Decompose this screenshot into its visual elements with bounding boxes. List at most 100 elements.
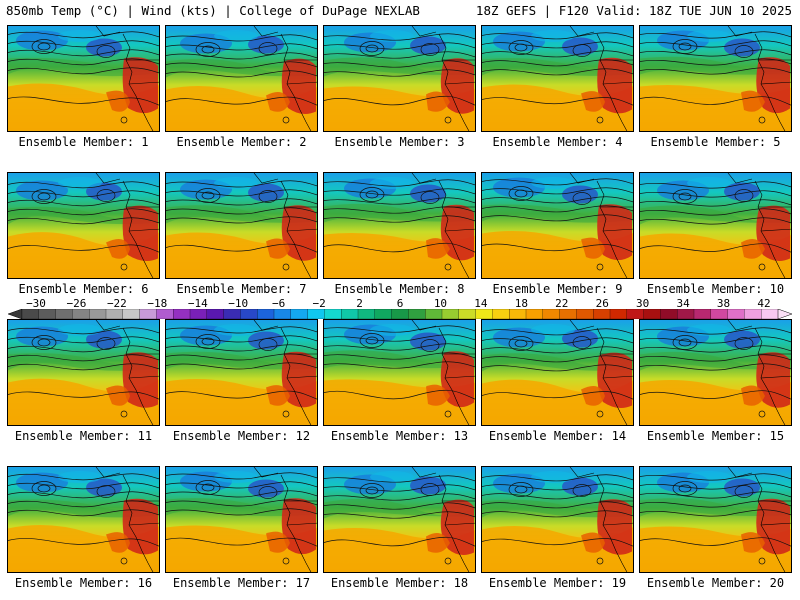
ensemble-member-label: Ensemble Member: 19 (488, 576, 627, 590)
colorbar-tick-label: −14 (187, 297, 208, 310)
ensemble-member-label: Ensemble Member: 14 (488, 429, 627, 443)
ensemble-map-panel (165, 172, 318, 279)
colorbar-swatch (257, 309, 275, 319)
ensemble-map-panel (7, 466, 160, 573)
temperature-colorbar (8, 309, 792, 319)
colorbar-swatch (223, 309, 241, 319)
temperature-map (640, 467, 791, 572)
colorbar-swatch (55, 309, 73, 319)
ensemble-member-label: Ensemble Member: 17 (172, 576, 311, 590)
temperature-map (482, 173, 633, 278)
temperature-map (482, 26, 633, 131)
colorbar-tick-label: 42 (757, 297, 771, 310)
colorbar-swatch (21, 309, 40, 319)
colorbar-swatch (492, 309, 510, 319)
colorbar-tick-label: 34 (676, 297, 690, 310)
ensemble-map-panel (165, 466, 318, 573)
colorbar-swatch (660, 309, 678, 319)
colorbar-swatch (542, 309, 561, 319)
colorbar-tick-label: −2 (312, 297, 326, 310)
colorbar-swatch (324, 309, 342, 319)
colorbar-swatch (458, 309, 477, 319)
ensemble-member-label: Ensemble Member: 20 (646, 576, 785, 590)
colorbar-swatch (626, 309, 645, 319)
ensemble-member-label: Ensemble Member: 3 (334, 135, 465, 149)
colorbar-tick-label: 6 (396, 297, 404, 310)
temperature-map (166, 467, 317, 572)
colorbar-swatch (341, 309, 359, 319)
colorbar-swatch (189, 309, 208, 319)
colorbar-swatch (425, 309, 443, 319)
ensemble-map-panel (639, 25, 792, 132)
temperature-map (640, 26, 791, 131)
colorbar-tick-label: −26 (66, 297, 87, 310)
colorbar-swatch (290, 309, 309, 319)
colorbar-swatch (139, 309, 157, 319)
ensemble-map-panel (7, 319, 160, 426)
colorbar-swatch (509, 309, 527, 319)
colorbar-swatch (559, 309, 577, 319)
colorbar-tick-label: 14 (474, 297, 488, 310)
ensemble-member-label: Ensemble Member: 1 (18, 135, 149, 149)
ensemble-map-panel (639, 466, 792, 573)
colorbar-tick-label: −22 (106, 297, 127, 310)
temperature-map (324, 467, 475, 572)
temperature-map (640, 173, 791, 278)
colorbar-swatch (105, 309, 124, 319)
temperature-map (166, 320, 317, 425)
ensemble-map-panel (481, 172, 634, 279)
ensemble-map-panel (481, 319, 634, 426)
colorbar-swatch (744, 309, 762, 319)
colorbar-tick-label: −10 (228, 297, 249, 310)
colorbar-swatch (156, 309, 174, 319)
temperature-map (8, 173, 159, 278)
header-title-left: 850mb Temp (°C) | Wind (kts) | College o… (6, 3, 420, 18)
ensemble-member-label: Ensemble Member: 11 (14, 429, 153, 443)
colorbar-tick-label: 22 (555, 297, 569, 310)
temperature-map (324, 320, 475, 425)
ensemble-map-panel (481, 25, 634, 132)
colorbar-swatch (441, 309, 460, 319)
colorbar-tick-label: −18 (147, 297, 168, 310)
ensemble-member-label: Ensemble Member: 7 (176, 282, 307, 296)
ensemble-member-label: Ensemble Member: 4 (492, 135, 623, 149)
colorbar-swatch (357, 309, 376, 319)
ensemble-member-label: Ensemble Member: 10 (646, 282, 785, 296)
ensemble-member-label: Ensemble Member: 15 (646, 429, 785, 443)
colorbar-swatch (761, 309, 779, 319)
colorbar-swatch (273, 309, 292, 319)
colorbar-swatch (72, 309, 90, 319)
ensemble-map-panel (323, 25, 476, 132)
ensemble-map-panel (323, 172, 476, 279)
ensemble-map-panel (323, 319, 476, 426)
temperature-map (324, 26, 475, 131)
temperature-map (166, 26, 317, 131)
colorbar-swatch (593, 309, 611, 319)
ensemble-member-label: Ensemble Member: 6 (18, 282, 149, 296)
temperature-map (8, 320, 159, 425)
colorbar-swatch (710, 309, 729, 319)
colorbar-tick-label: 10 (433, 297, 448, 310)
temperature-map (482, 320, 633, 425)
temperature-map (8, 467, 159, 572)
colorbar-swatch (609, 309, 628, 319)
colorbar-swatch (727, 309, 745, 319)
colorbar-swatch (525, 309, 544, 319)
colorbar-swatch (374, 309, 393, 319)
temperature-map (482, 467, 633, 572)
colorbar-swatch (475, 309, 493, 319)
ensemble-member-label: Ensemble Member: 2 (176, 135, 307, 149)
colorbar-tick-label: 30 (636, 297, 650, 310)
colorbar-swatch (240, 309, 258, 319)
header-title-right: 18Z GEFS | F120 Valid: 18Z TUE JUN 10 20… (475, 3, 792, 18)
colorbar-swatch (391, 309, 409, 319)
ensemble-member-label: Ensemble Member: 13 (330, 429, 469, 443)
ensemble-map-panel (323, 466, 476, 573)
temperature-map (640, 320, 791, 425)
colorbar-tick-label: 18 (514, 297, 528, 310)
ensemble-member-label: Ensemble Member: 18 (330, 576, 469, 590)
colorbar-swatch (307, 309, 325, 319)
temperature-map (166, 173, 317, 278)
colorbar-tick-label: −6 (272, 297, 286, 310)
ensemble-map-panel (481, 466, 634, 573)
